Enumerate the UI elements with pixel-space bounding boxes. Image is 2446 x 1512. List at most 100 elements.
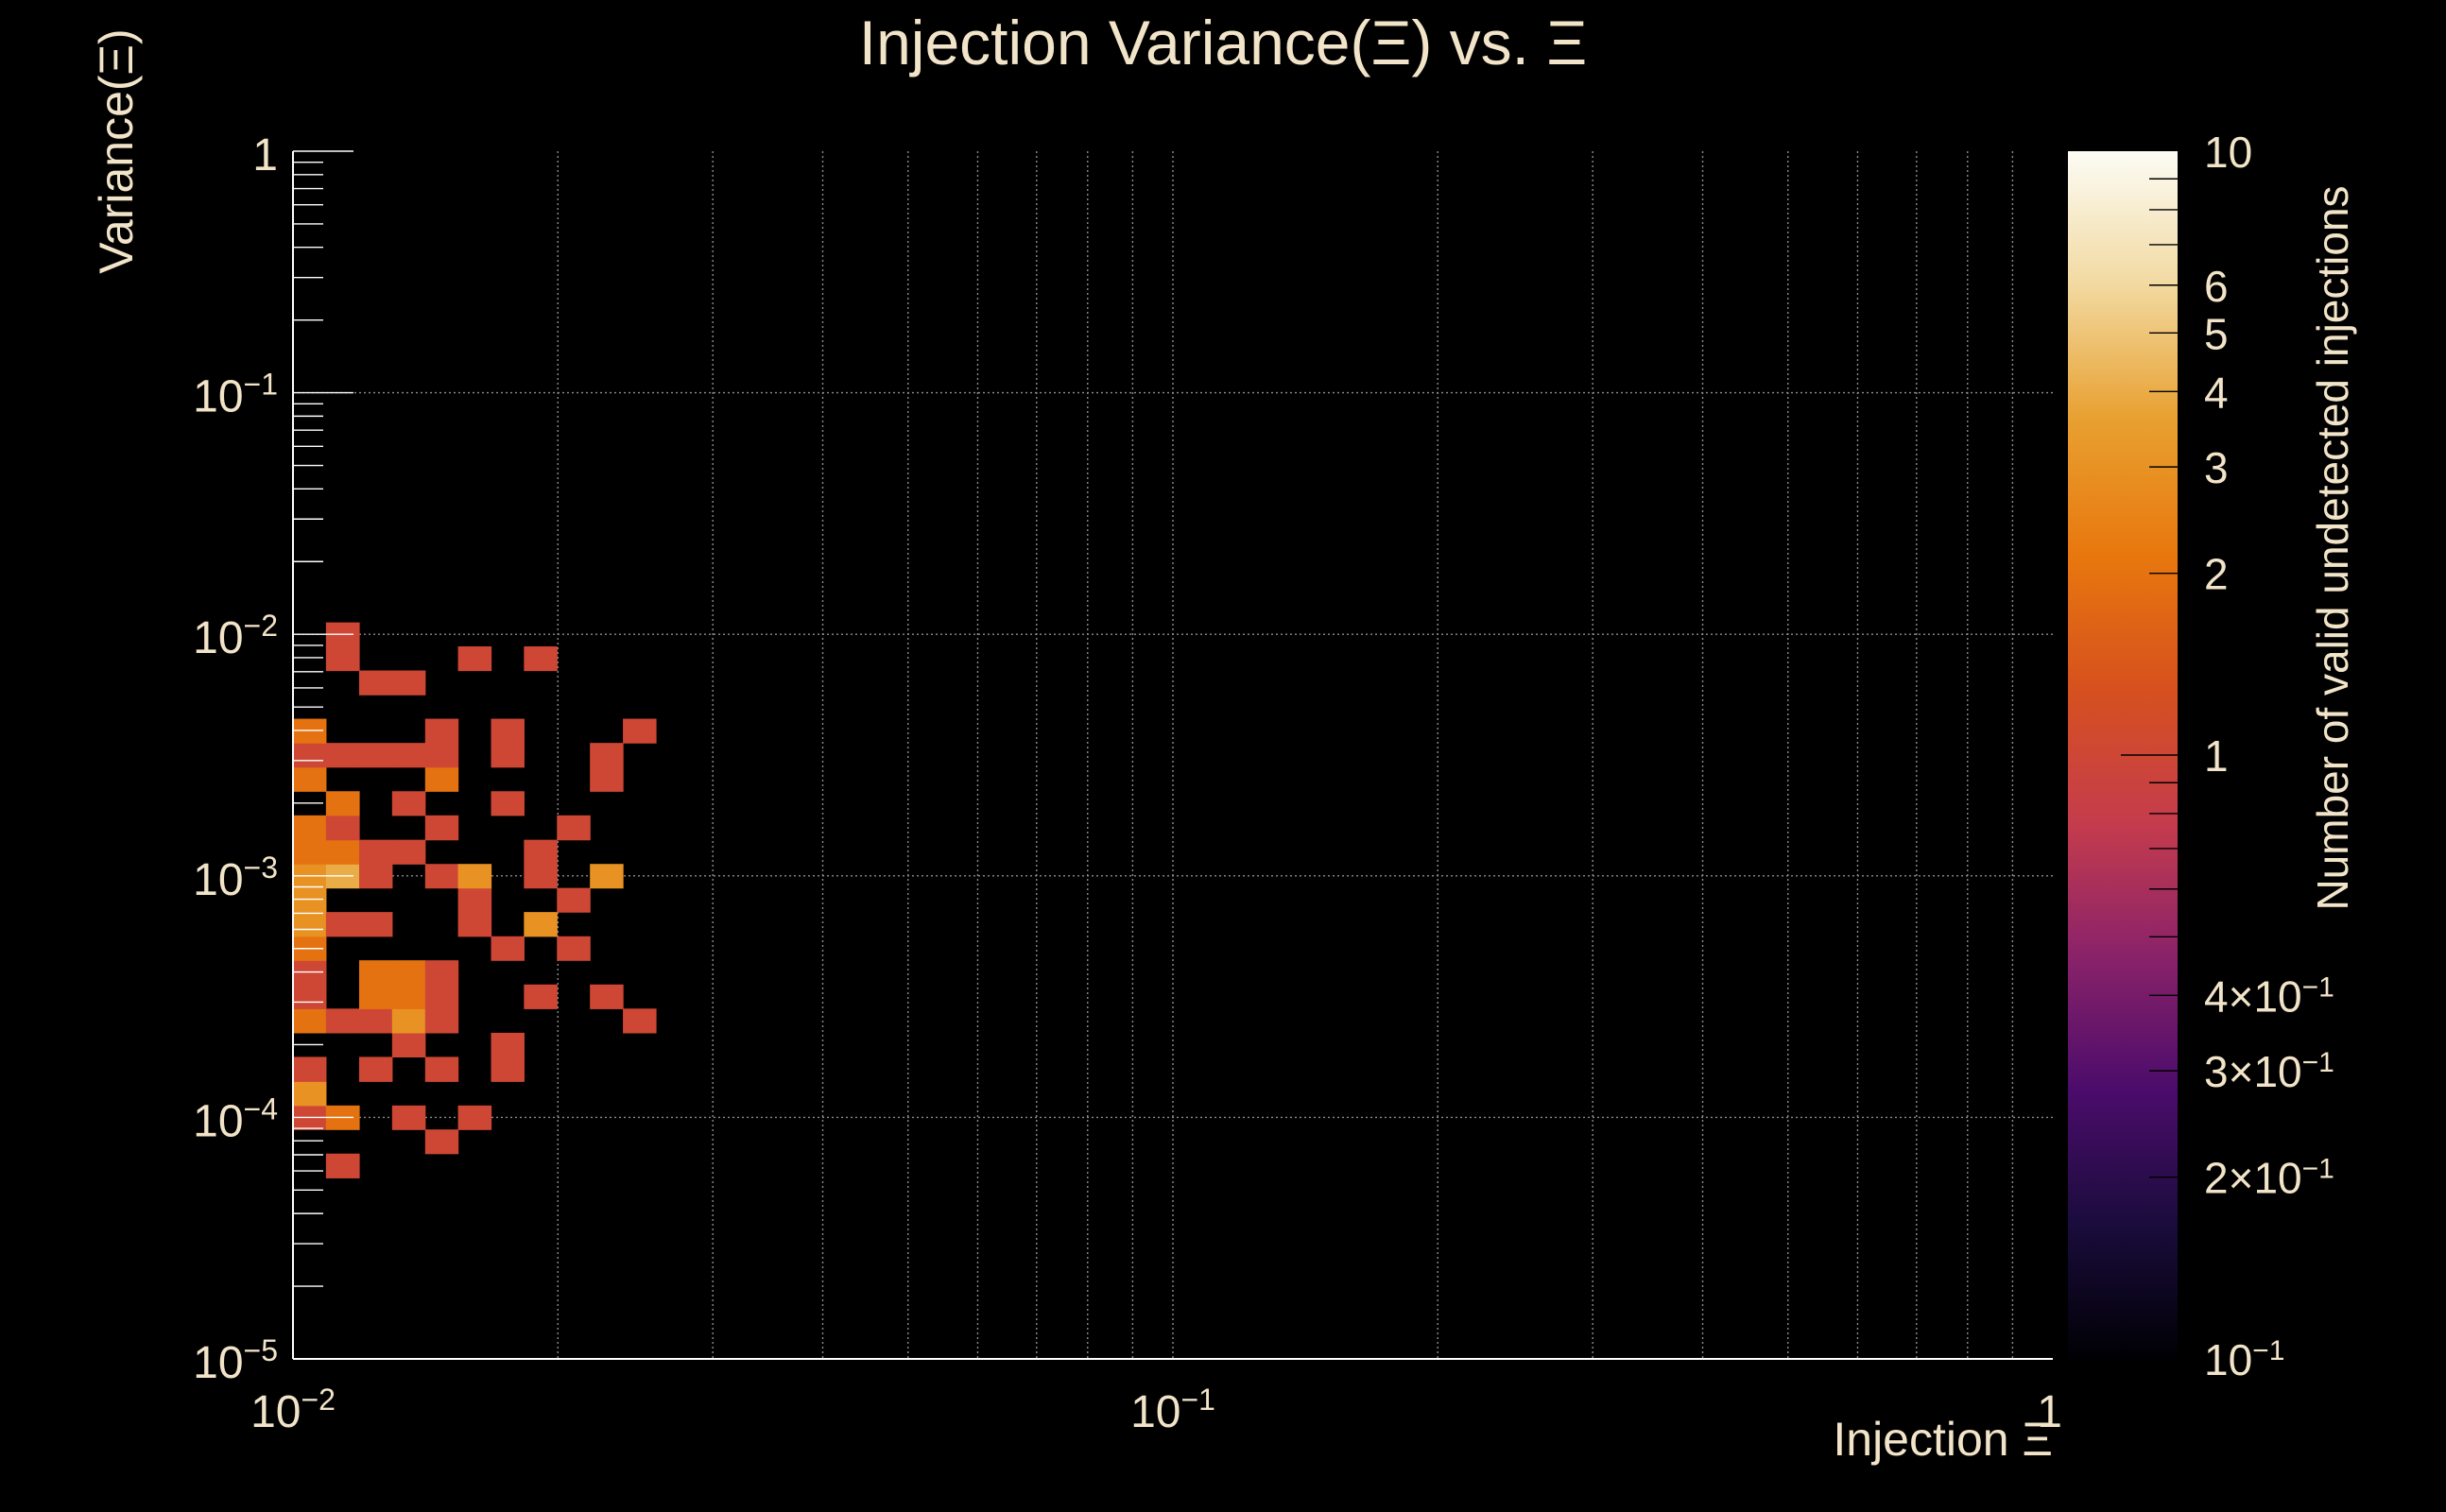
heatmap-cell xyxy=(424,984,459,1009)
x-axis-label: Injection Ξ xyxy=(1833,1413,2053,1466)
heatmap-cell xyxy=(491,791,525,816)
y-tick-label: 10−1 xyxy=(193,368,278,422)
heatmap-cell xyxy=(457,912,492,937)
heatmap-cell xyxy=(358,912,393,937)
colorbar: 10 65 4 3 2 1 4×10−1 3×10−1 2×10−1 10−1 xyxy=(2068,128,2334,1384)
heatmap-cell xyxy=(524,984,558,1009)
heatmap-cell xyxy=(424,718,459,744)
heatmap-cell xyxy=(293,815,327,841)
heatmap-cell xyxy=(524,839,558,865)
chart-title: Injection Variance(Ξ) vs. Ξ xyxy=(859,8,1588,77)
heatmap-cell xyxy=(491,718,525,744)
heatmap-cell xyxy=(358,670,393,696)
axes xyxy=(292,150,2053,1360)
colorbar-tick-label: 3 xyxy=(2204,443,2229,492)
heatmap-cell xyxy=(293,912,327,937)
heatmap-cell xyxy=(424,960,459,986)
heatmap-cell xyxy=(491,1032,525,1057)
colorbar-label: Number of valid undetected injections xyxy=(2308,185,2357,910)
plot-area xyxy=(292,150,2053,1360)
x-tick-label: 1 xyxy=(2037,1387,2062,1437)
heatmap-cell xyxy=(424,864,459,889)
colorbar-tick-label: 1 xyxy=(2204,731,2229,781)
colorbar-tick-label: 6 xyxy=(2204,262,2229,311)
heatmap-cell xyxy=(293,887,327,913)
y-tick-label: 10−2 xyxy=(193,609,278,663)
heatmap-cell xyxy=(623,718,657,744)
heatmap-cell xyxy=(358,984,393,1009)
heatmap-cell xyxy=(325,912,360,937)
heatmap-cell xyxy=(293,1008,327,1034)
heatmap-cell xyxy=(457,887,492,913)
heatmap-cell xyxy=(557,815,591,841)
colorbar-tick-label: 4×10−1 xyxy=(2204,971,2334,1022)
y-axis-label: Variance(Ξ) xyxy=(90,28,143,273)
heatmap-cell xyxy=(590,864,624,889)
colorbar-tick-label: 4 xyxy=(2204,368,2229,417)
heatmap-cell xyxy=(293,743,327,768)
heatmap-cell xyxy=(590,766,624,792)
colorbar-tick-label: 2×10−1 xyxy=(2204,1153,2334,1203)
heatmap-cell xyxy=(293,1057,327,1082)
heatmap-cell xyxy=(293,960,327,986)
heatmap-cell xyxy=(325,646,360,672)
heatmap-cell xyxy=(391,1032,426,1057)
heatmap-cell xyxy=(293,718,327,744)
heatmap-cell xyxy=(457,1105,492,1130)
heatmap-cell xyxy=(424,1057,459,1082)
heatmap-cell xyxy=(424,743,459,768)
heatmap-cell xyxy=(557,887,591,913)
heatmap-cell xyxy=(325,1153,360,1178)
heatmap-cell xyxy=(358,1057,393,1082)
heatmap-cell xyxy=(325,815,360,841)
heatmap-cell xyxy=(391,984,426,1009)
heatmap-cell xyxy=(391,670,426,696)
heatmap-cell xyxy=(293,766,327,792)
heatmap-cell xyxy=(491,743,525,768)
heatmap-cell xyxy=(524,912,558,937)
x-tick-label: 10−2 xyxy=(250,1383,336,1437)
heatmap-cell xyxy=(325,743,360,768)
heatmap-cell xyxy=(590,984,624,1009)
heatmap-cell xyxy=(424,766,459,792)
heatmap-cell xyxy=(391,1105,426,1130)
heatmap-cell xyxy=(391,743,426,768)
colorbar-tick-label: 2 xyxy=(2204,550,2229,599)
x-tick-labels: 10−2 10−1 1 xyxy=(250,1383,2062,1437)
heatmap-cell xyxy=(391,960,426,986)
x-tick-label: 10−1 xyxy=(1130,1383,1215,1437)
y-tick-label: 10−5 xyxy=(193,1333,278,1388)
heatmap-cell xyxy=(293,839,327,865)
heatmap-cell xyxy=(391,1008,426,1034)
heatmap-cell xyxy=(524,646,558,672)
heatmap-cell xyxy=(424,1008,459,1034)
heatmap-cell xyxy=(457,864,492,889)
heatmap-cell xyxy=(491,1057,525,1082)
y-tick-label: 1 xyxy=(252,130,278,180)
heatmap-cell xyxy=(358,960,393,986)
heatmap-cell xyxy=(590,743,624,768)
heatmap-cell xyxy=(358,839,393,865)
colorbar-tick-label: 5 xyxy=(2204,309,2229,358)
heatmap-cells xyxy=(293,622,657,1178)
y-tick-label: 10−4 xyxy=(193,1091,278,1146)
colorbar-tick-label: 10−1 xyxy=(2204,1335,2284,1385)
colorbar-tick-label: 10 xyxy=(2204,128,2252,177)
heatmap-cell xyxy=(391,839,426,865)
heatmap-cell xyxy=(325,791,360,816)
heatmap-cell xyxy=(457,646,492,672)
y-tick-labels: 1 10−1 10−2 10−3 10−4 10−5 xyxy=(193,130,278,1388)
heatmap-cell xyxy=(325,1008,360,1034)
y-tick-label: 10−3 xyxy=(193,850,278,905)
heatmap-cell xyxy=(358,864,393,889)
heatmap-cell xyxy=(491,936,525,961)
heatmap-cell xyxy=(424,815,459,841)
colorbar-tick-label: 3×10−1 xyxy=(2204,1047,2334,1097)
heatmap-cell xyxy=(557,936,591,961)
heatmap-cell xyxy=(358,743,393,768)
heatmap-cell xyxy=(424,1129,459,1155)
heatmap-cell xyxy=(293,984,327,1009)
heatmap-cell xyxy=(391,791,426,816)
grid-lines xyxy=(293,151,2053,1359)
